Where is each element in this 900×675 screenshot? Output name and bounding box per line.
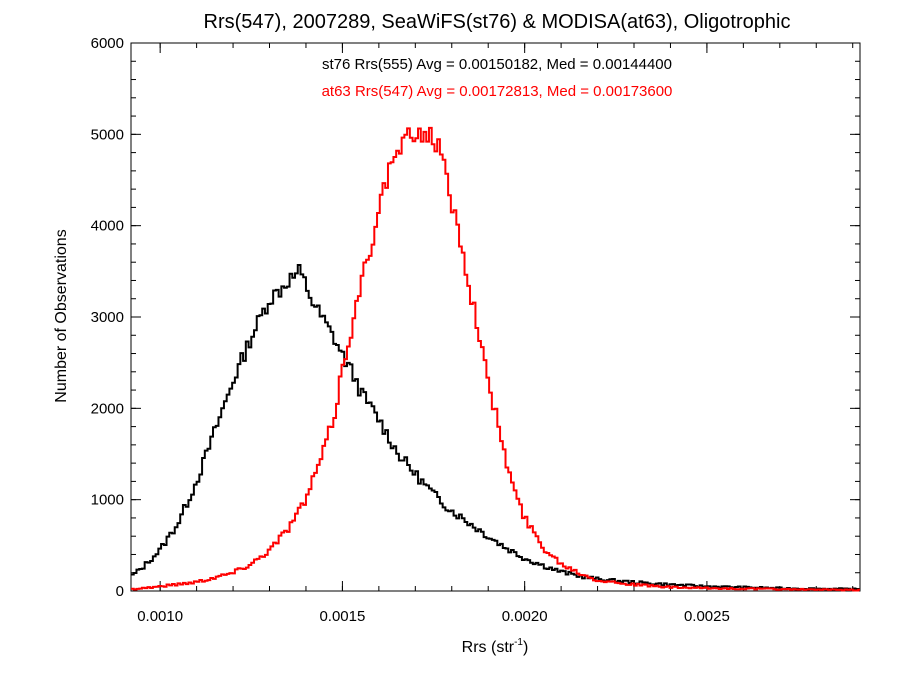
y-tick-label: 0 [116,583,124,600]
y-tick-label: 5000 [91,126,124,143]
plot-frame [130,42,861,592]
plot-area [130,42,861,592]
y-tick-label: 3000 [91,309,124,326]
y-tick-label: 2000 [91,400,124,417]
annotation-st76: st76 Rrs(555) Avg = 0.00150182, Med = 0.… [322,56,672,73]
x-tick-labels: 0.0010 0.0015 0.0020 0.0025 [137,608,730,625]
series-at63-histogram [131,126,860,592]
y-tick-label: 1000 [91,492,124,509]
y-axis-label: Number of Observations [53,229,70,402]
x-tick-label: 0.0020 [502,608,548,625]
y-tick-label: 4000 [91,218,124,235]
x-tick-label: 0.0015 [319,608,365,625]
chart-title: Rrs(547), 2007289, SeaWiFS(st76) & MODIS… [204,11,791,33]
x-tick-label: 0.0025 [684,608,730,625]
y-tick-label: 6000 [91,35,124,52]
x-axis-label: Rrs (str-1) [462,637,529,656]
x-tick-label: 0.0010 [137,608,183,625]
series-st76-histogram [131,264,860,591]
y-tick-labels: 0 1000 2000 3000 4000 5000 6000 [91,35,124,600]
annotation-at63: at63 Rrs(547) Avg = 0.00172813, Med = 0.… [322,83,673,100]
